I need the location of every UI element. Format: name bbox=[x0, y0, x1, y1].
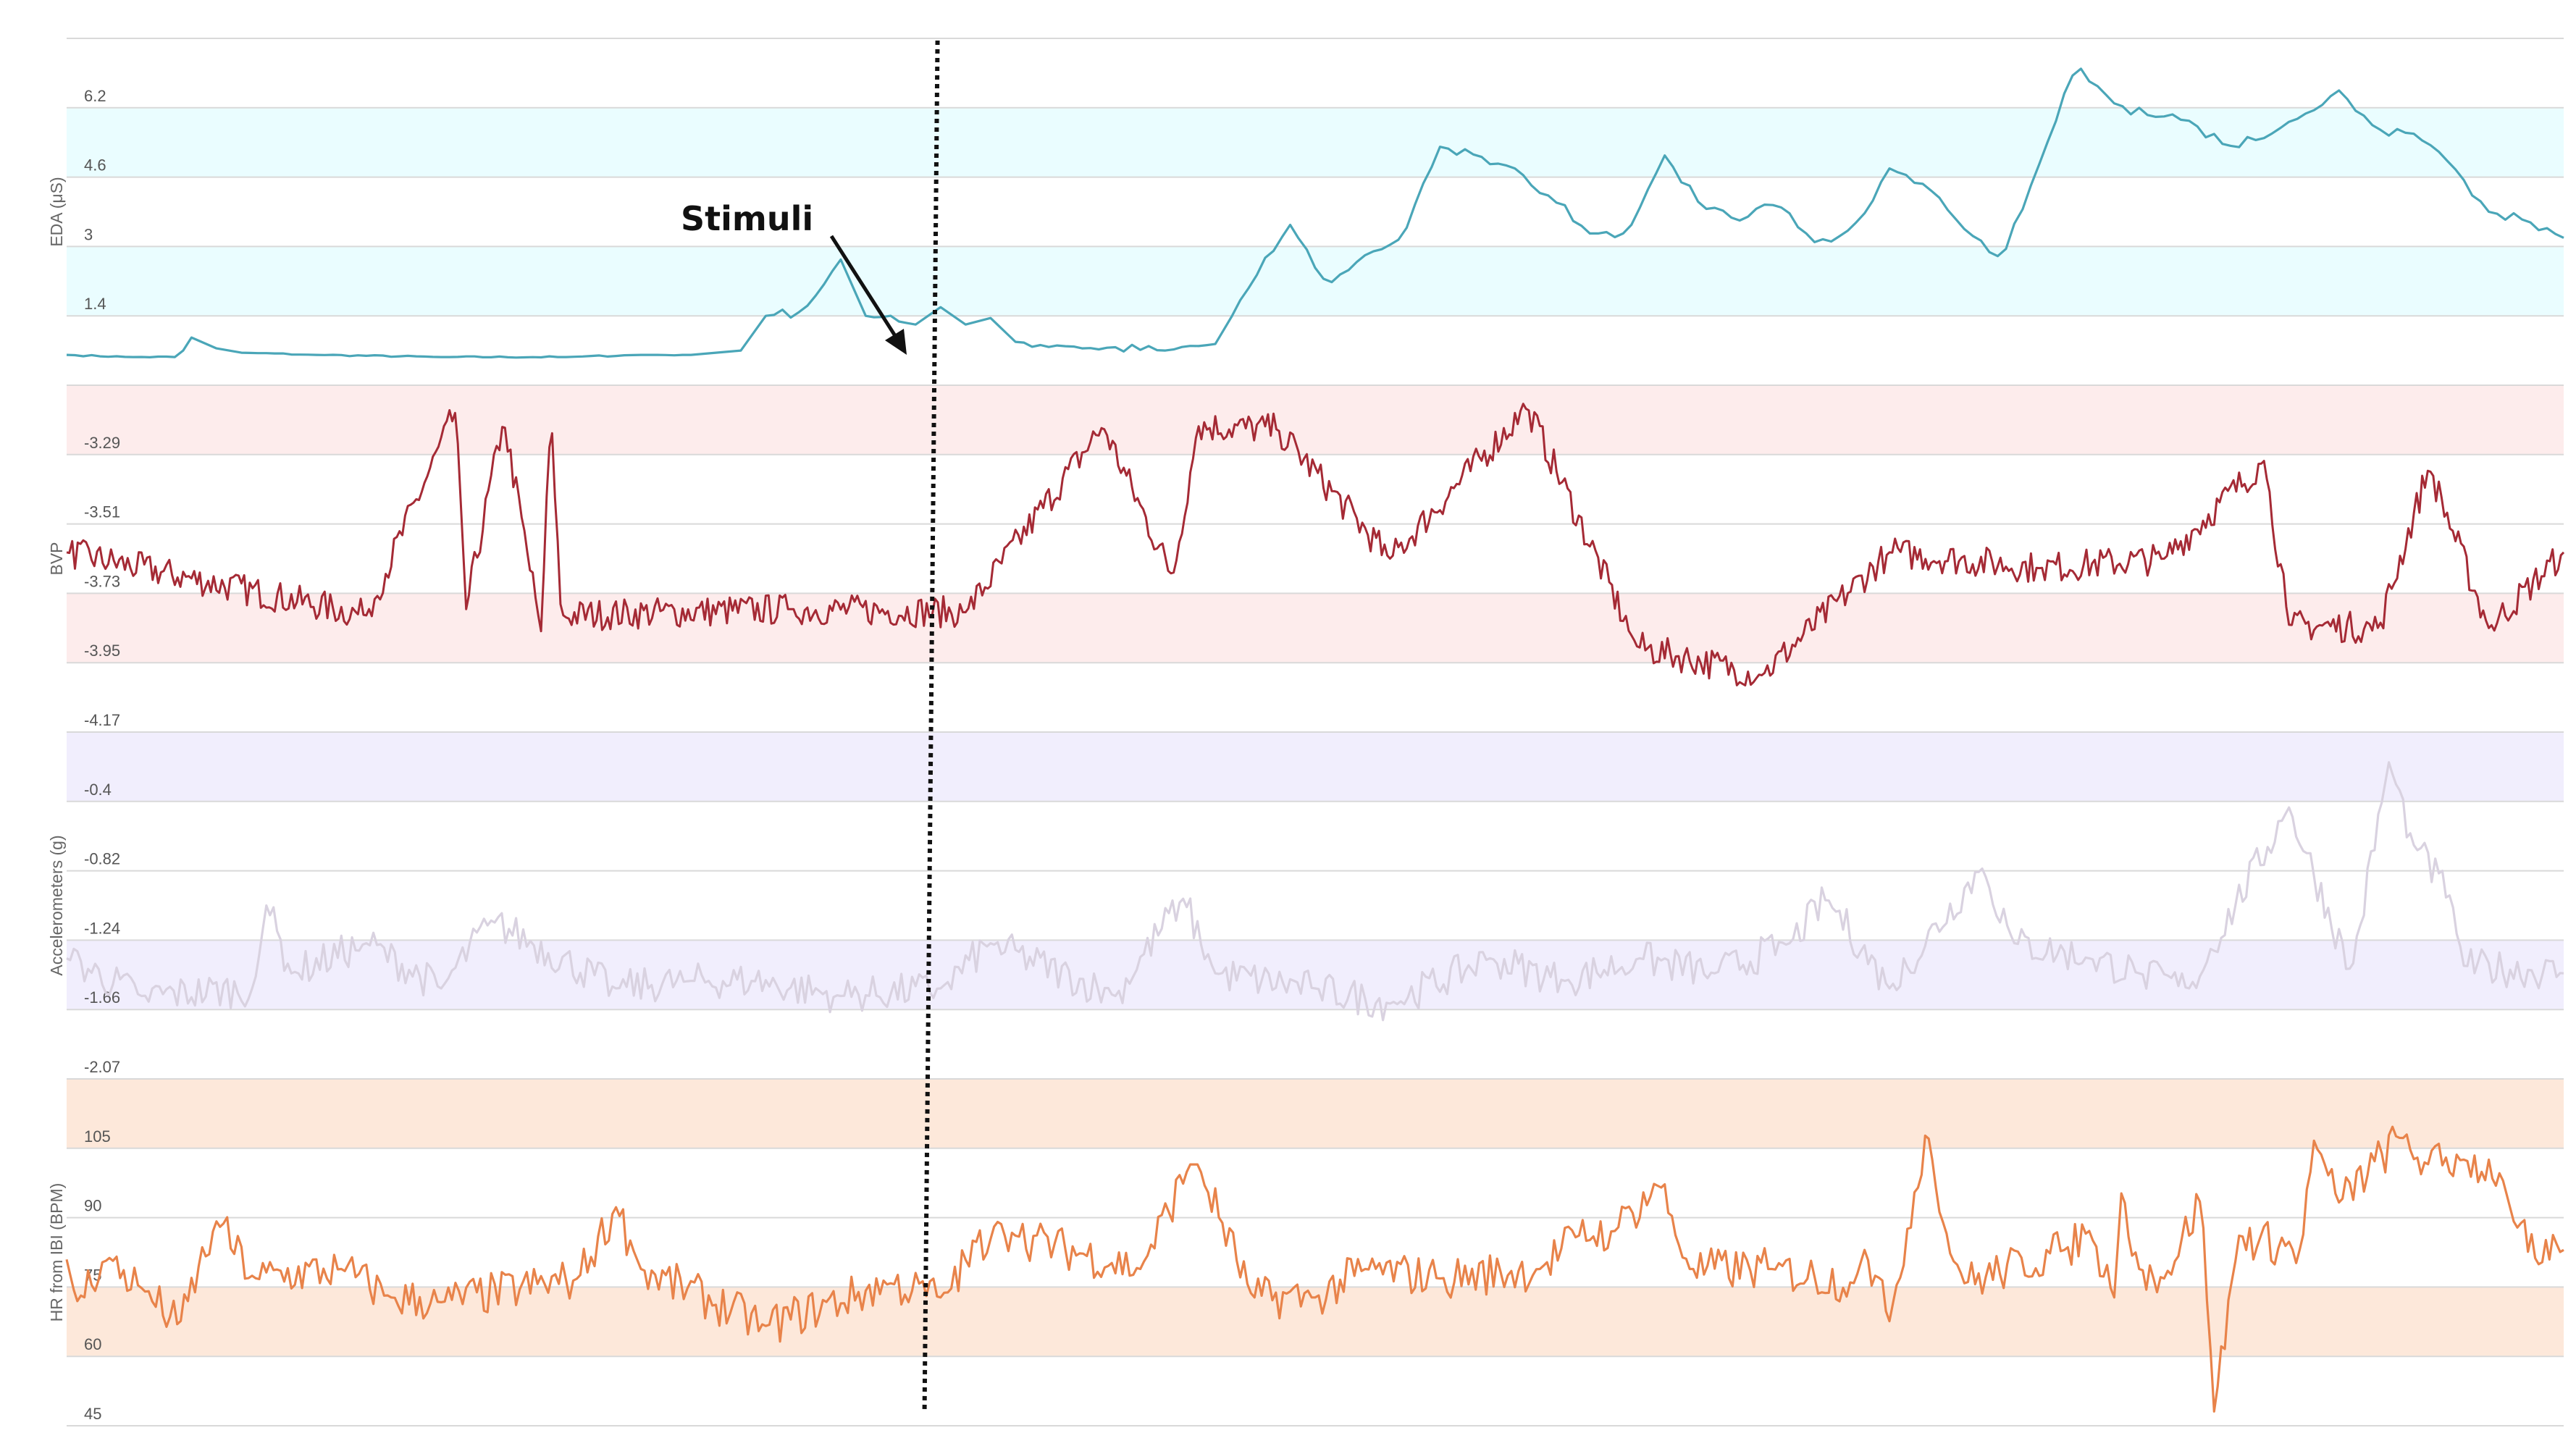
panel-2-band-1 bbox=[67, 385, 2564, 455]
panel-2-tick-label: -3.51 bbox=[84, 503, 120, 521]
panel-3-tick-label: -0.4 bbox=[84, 781, 112, 799]
panel-3-tick-label: -1.66 bbox=[84, 988, 120, 1007]
panel-2-tick-label: -3.73 bbox=[84, 572, 120, 590]
stimuli-arrow-shaft bbox=[829, 235, 900, 342]
panel-4-band-1 bbox=[67, 1079, 2564, 1148]
panel-2-tick-label: -3.95 bbox=[84, 642, 120, 660]
panel-2-tick-label: -4.17 bbox=[84, 711, 120, 729]
panel-1-tick-label: 3 bbox=[84, 225, 93, 243]
panel-3-axis-title: Accelerometers (g) bbox=[47, 835, 66, 975]
panel-4-series-line bbox=[65, 1125, 2564, 1413]
panel-3-tick-label: -2.07 bbox=[84, 1058, 120, 1076]
background-layer bbox=[67, 38, 2564, 1426]
panel-1-band-2 bbox=[67, 246, 2564, 316]
panel-4-tick-label: 90 bbox=[84, 1197, 101, 1215]
panel-4-axis-title: HR from IBI (BPM) bbox=[47, 1183, 66, 1322]
panel-3-tick-label: -1.24 bbox=[84, 919, 120, 937]
stimuli-arrow-head bbox=[885, 329, 907, 355]
panel-2-axis-title: BVP bbox=[47, 542, 66, 575]
stimuli-annotation-label: Stimuli bbox=[681, 199, 813, 238]
panel-3-band-1 bbox=[67, 732, 2564, 802]
stimulus-marker-line bbox=[922, 40, 940, 1413]
panel-1-series-line bbox=[66, 67, 2564, 359]
panel-4-tick-label: 60 bbox=[84, 1335, 101, 1353]
panel-1-tick-label: 4.6 bbox=[84, 156, 106, 175]
panel-3-band-2 bbox=[67, 940, 2564, 1010]
panel-2-band-2 bbox=[67, 593, 2564, 663]
panel-2-series-line bbox=[66, 403, 2565, 686]
panel-3-series-line bbox=[66, 761, 2564, 1022]
panel-4-tick-label: 45 bbox=[84, 1405, 101, 1423]
panel-3-tick-label: -0.82 bbox=[84, 850, 120, 868]
panel-1-axis-title: EDA (μS) bbox=[47, 177, 66, 246]
panel-2-tick-label: -3.29 bbox=[84, 434, 120, 452]
panel-1-band-1 bbox=[67, 107, 2564, 177]
panel-1-tick-label: 1.4 bbox=[84, 295, 106, 313]
panel-1-tick-label: 6.2 bbox=[84, 87, 106, 105]
panel-4-tick-label: 105 bbox=[84, 1127, 111, 1146]
